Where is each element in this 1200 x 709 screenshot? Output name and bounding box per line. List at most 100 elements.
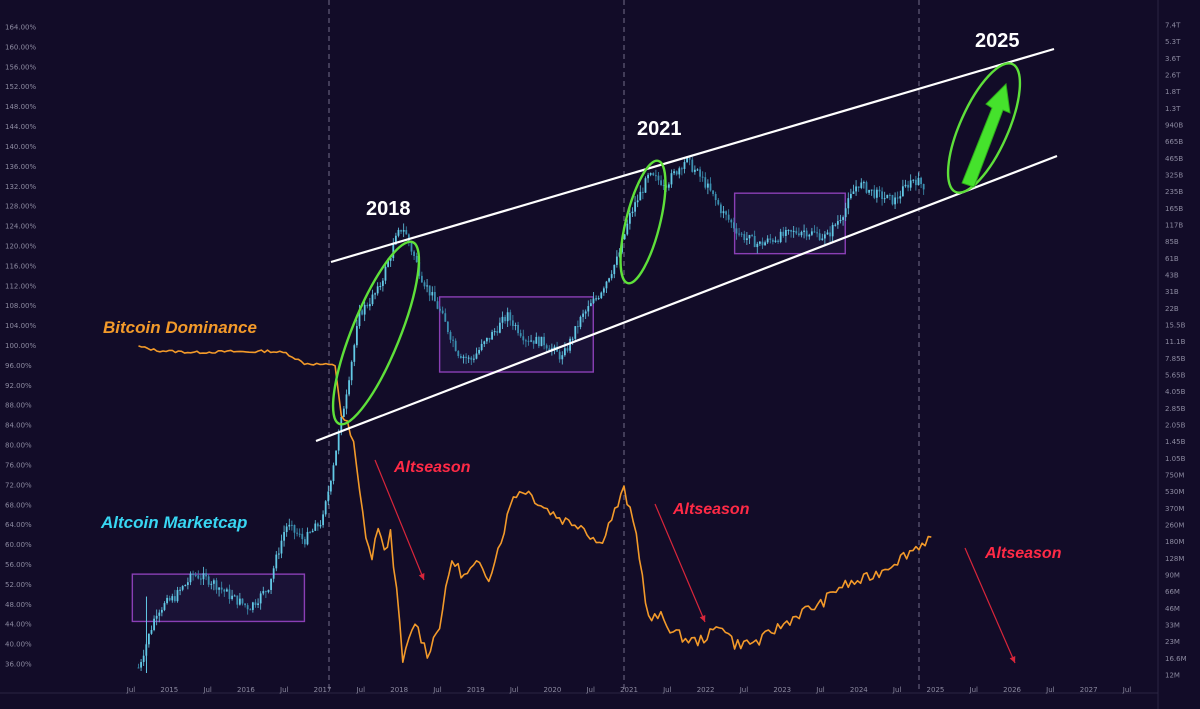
candle-body <box>634 202 636 212</box>
left-axis-tick-label: 104.00% <box>5 322 36 330</box>
candle-body <box>355 326 358 346</box>
altseason-arrow-head <box>1009 656 1016 663</box>
candle-body <box>756 243 759 248</box>
candle-body <box>251 602 254 610</box>
candle-body <box>465 356 467 359</box>
candle-body <box>790 229 792 232</box>
candle-body <box>771 239 774 242</box>
candle-body <box>522 336 525 341</box>
right-axis-tick-label: 1.05B <box>1165 455 1186 463</box>
year-label-2025: 2025 <box>975 30 1020 52</box>
candle-body <box>888 194 891 196</box>
candle-body <box>394 235 397 245</box>
candle-body <box>862 182 865 184</box>
candle-body <box>873 189 876 198</box>
candle-body <box>368 304 371 307</box>
candle-body <box>431 292 434 296</box>
candle-body <box>532 340 535 344</box>
candle-body <box>270 578 272 590</box>
right-axis-tick-label: 5.65B <box>1165 372 1186 380</box>
candle-body <box>717 200 720 205</box>
candle-body <box>137 667 140 669</box>
candle-body <box>834 224 837 226</box>
candle-body <box>743 234 746 240</box>
candle-body <box>405 230 408 235</box>
right-axis-tick-label: 165B <box>1165 205 1183 213</box>
left-axis-tick-label: 144.00% <box>5 123 36 131</box>
candle-body <box>704 177 707 188</box>
right-axis-tick-label: 12M <box>1165 672 1180 680</box>
left-axis-tick-label: 128.00% <box>5 203 36 211</box>
bottom-axis-tick-label: Jul <box>969 686 979 694</box>
right-axis-tick-label: 750M <box>1165 472 1184 480</box>
candle-body <box>909 180 912 188</box>
candle-body <box>301 533 304 540</box>
candle-body <box>917 177 920 186</box>
candle-body <box>595 298 597 300</box>
candle-body <box>738 233 740 235</box>
bitcoin-dominance-label: Bitcoin Dominance <box>103 318 257 337</box>
candle-body <box>220 587 223 590</box>
candle-body <box>249 609 252 611</box>
candle-body <box>254 602 257 606</box>
candle-body <box>501 316 504 323</box>
left-axis-tick-label: 64.00% <box>5 521 32 529</box>
candle-body <box>519 333 522 337</box>
candle-body <box>823 234 826 239</box>
candle-body <box>699 169 701 177</box>
candle-body <box>413 251 415 256</box>
candle-body <box>436 301 439 309</box>
candle-body <box>350 361 353 381</box>
candle-body <box>766 238 769 243</box>
candle-body <box>878 189 881 192</box>
candle-body <box>860 182 863 188</box>
candle-body <box>264 591 267 593</box>
candle-body <box>589 303 592 307</box>
candle-body <box>496 331 499 333</box>
candle-body <box>847 198 850 209</box>
candle-body <box>894 197 896 205</box>
candle-body <box>517 324 519 334</box>
candle-body <box>493 331 496 333</box>
candle-body <box>374 293 376 295</box>
candle-body <box>836 221 839 225</box>
highlight-ellipse <box>331 240 421 426</box>
channel-upper-line <box>330 47 1055 264</box>
bottom-axis-tick-label: Jul <box>585 686 595 694</box>
candle-body <box>662 184 665 186</box>
candle-body <box>808 234 811 237</box>
candle-body <box>553 346 556 349</box>
candle-body <box>792 230 795 232</box>
bottom-axis-tick-label: Jul <box>126 686 136 694</box>
candle-body <box>433 292 436 302</box>
candle-body <box>881 191 883 199</box>
candle-body <box>753 235 756 248</box>
consolidation-boxes <box>131 192 846 623</box>
right-axis-tick-label: 465B <box>1165 155 1183 163</box>
candle-body <box>615 256 618 265</box>
candle-body <box>727 214 730 220</box>
right-axis-tick-label: 46M <box>1165 605 1180 613</box>
left-axis-tick-label: 132.00% <box>5 183 36 191</box>
candle-body <box>574 326 577 339</box>
candle-body <box>719 204 722 214</box>
bottom-axis-tick-label: Jul <box>356 686 366 694</box>
candle-body <box>748 235 751 239</box>
candle-body <box>171 596 174 601</box>
bottom-axis-tick-label: 2020 <box>543 686 561 694</box>
candle-body <box>855 186 857 192</box>
candle-body <box>912 179 915 181</box>
candle-body <box>597 298 600 300</box>
candle-body <box>257 603 259 606</box>
candle-body <box>192 573 194 576</box>
candle-body <box>652 173 655 176</box>
left-axis-tick-label: 84.00% <box>5 422 32 430</box>
left-axis-tick-label: 112.00% <box>5 282 36 290</box>
candle-body <box>582 313 584 317</box>
candle-body <box>660 180 662 185</box>
candle-body <box>225 589 228 592</box>
candle-body <box>712 190 714 194</box>
candle-body <box>696 169 699 171</box>
